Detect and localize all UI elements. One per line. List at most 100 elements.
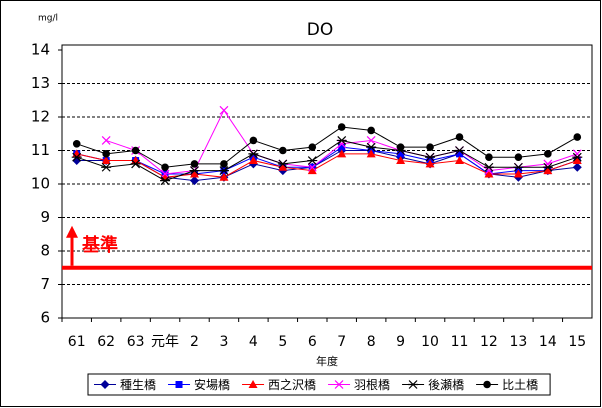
marker <box>484 169 494 178</box>
series <box>71 136 583 186</box>
marker <box>101 136 111 145</box>
y-tick-label: 12 <box>31 108 50 126</box>
x-tick-label: 9 <box>396 334 405 350</box>
y-tick-label: 9 <box>40 208 50 226</box>
marker <box>572 152 583 162</box>
marker <box>573 133 582 141</box>
x-tick-label: 元年 <box>151 334 179 350</box>
marker <box>513 162 524 172</box>
marker <box>408 380 419 389</box>
marker <box>190 160 199 168</box>
x-tick-label: 14 <box>539 334 557 350</box>
standard-arrow-head <box>66 225 78 238</box>
marker <box>426 143 434 151</box>
legend-label: 比土橋 <box>502 378 538 392</box>
marker <box>190 169 199 178</box>
x-tick-label: 11 <box>451 334 469 350</box>
marker <box>72 140 81 148</box>
legend-label: 種生橋 <box>120 378 156 392</box>
series-line <box>76 153 578 178</box>
marker <box>542 162 553 172</box>
marker <box>337 149 347 158</box>
standard-label: 基準 <box>81 234 118 256</box>
marker <box>455 133 464 141</box>
legend-box <box>87 373 551 396</box>
marker <box>544 150 552 158</box>
marker <box>572 162 582 172</box>
marker <box>514 153 523 161</box>
marker <box>543 166 553 175</box>
marker <box>334 380 344 389</box>
marker <box>425 152 436 162</box>
marker <box>366 136 376 145</box>
x-tick-label: 2 <box>190 334 199 350</box>
series <box>72 123 582 172</box>
marker <box>336 136 347 145</box>
marker <box>279 146 287 155</box>
marker <box>396 143 405 151</box>
x-tick-label: 13 <box>509 334 527 350</box>
x-axis-label: 年度 <box>316 354 338 368</box>
y-tick-label: 10 <box>31 175 50 193</box>
marker <box>131 146 140 155</box>
x-tick-label: 61 <box>68 334 86 350</box>
marker <box>485 153 493 161</box>
x-tick-label: 10 <box>421 334 439 350</box>
legend-label: 西之沢橋 <box>268 378 316 392</box>
marker <box>455 156 464 165</box>
marker <box>249 136 258 145</box>
marker <box>219 172 229 181</box>
marker <box>513 169 523 178</box>
legend-label: 羽根橋 <box>354 378 390 392</box>
marker <box>101 156 111 165</box>
marker <box>160 169 170 179</box>
y-tick-label: 13 <box>31 74 50 92</box>
marker <box>397 150 405 158</box>
marker <box>307 166 317 175</box>
x-tick-label: 4 <box>249 334 258 350</box>
marker <box>454 146 465 155</box>
marker <box>337 123 346 131</box>
series-line <box>76 146 578 175</box>
marker <box>71 152 82 162</box>
marker <box>100 380 110 389</box>
marker <box>161 163 169 172</box>
x-tick-label: 63 <box>127 334 145 350</box>
marker <box>308 143 317 151</box>
y-tick-label: 6 <box>40 309 50 327</box>
marker <box>307 162 317 172</box>
marker <box>307 156 318 165</box>
x-tick-label: 8 <box>367 334 376 350</box>
series <box>72 149 582 181</box>
y-tick-label: 8 <box>40 242 50 260</box>
marker <box>102 150 110 158</box>
marker <box>483 162 494 172</box>
x-tick-label: 3 <box>219 334 228 350</box>
marker <box>219 105 229 115</box>
marker <box>366 149 376 158</box>
marker <box>338 143 346 151</box>
x-tick-label: 7 <box>337 334 346 350</box>
marker <box>175 381 183 388</box>
marker <box>572 149 582 159</box>
marker <box>484 166 494 176</box>
marker <box>218 166 229 176</box>
x-tick-label: 12 <box>480 334 498 350</box>
y-tick-label: 7 <box>40 275 50 293</box>
x-tick-label: 6 <box>308 334 317 350</box>
marker <box>248 380 258 388</box>
marker <box>190 176 199 186</box>
marker <box>101 162 112 172</box>
y-tick-label: 14 <box>31 41 50 59</box>
marker <box>425 159 435 168</box>
series-line <box>76 126 578 168</box>
marker <box>572 156 582 165</box>
unit-label: mg/l <box>38 14 58 24</box>
x-tick-label: 5 <box>278 334 287 350</box>
marker <box>367 126 375 135</box>
x-tick-label: 15 <box>568 334 586 350</box>
marker <box>189 166 200 176</box>
x-tick-label: 62 <box>97 334 115 350</box>
y-tick-label: 11 <box>31 141 50 159</box>
